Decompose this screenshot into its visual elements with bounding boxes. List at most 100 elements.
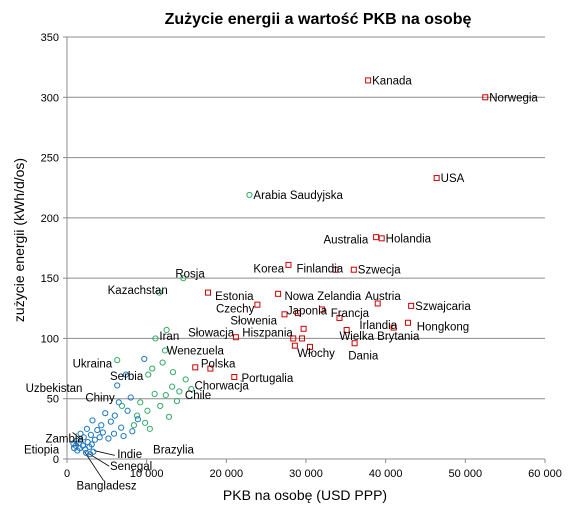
data-point xyxy=(343,326,350,333)
data-point xyxy=(144,407,151,414)
x-axis-title: PKB na osobę (USD PPP) xyxy=(223,487,387,503)
x-tick-label: 60 000 xyxy=(528,468,562,480)
point-label: Norwegia xyxy=(489,92,538,104)
y-axis-title: zużycie energii (kWh/d/os) xyxy=(11,158,27,322)
data-point xyxy=(114,382,121,389)
data-point xyxy=(120,432,127,440)
data-point xyxy=(232,334,239,341)
data-point xyxy=(336,314,343,321)
data-point xyxy=(152,335,159,342)
data-point xyxy=(157,402,164,410)
point-label: Hiszpania xyxy=(242,327,293,339)
data-point xyxy=(169,369,177,376)
data-point xyxy=(373,234,380,241)
point-label: Japonia xyxy=(287,306,328,318)
data-point xyxy=(91,436,98,443)
point-label: Brazylia xyxy=(153,444,195,456)
data-point xyxy=(102,410,109,417)
data-point xyxy=(281,311,288,318)
data-point xyxy=(83,449,90,457)
data-point xyxy=(134,416,142,423)
data-point xyxy=(365,77,372,84)
data-point xyxy=(82,446,89,453)
y-tick-label: 150 xyxy=(41,273,59,285)
leader-line xyxy=(84,451,104,481)
data-point xyxy=(146,425,153,432)
data-point xyxy=(180,275,187,282)
data-point xyxy=(182,376,189,383)
data-point xyxy=(98,422,105,429)
data-point xyxy=(404,319,411,326)
point-label: Austria xyxy=(365,291,401,303)
x-tick-label: 0 xyxy=(64,468,70,480)
data-point xyxy=(205,289,212,296)
data-point xyxy=(433,175,440,182)
point-label: Francja xyxy=(331,308,370,320)
data-point xyxy=(275,290,282,297)
data-point xyxy=(246,191,253,199)
point-label: Słowenia xyxy=(230,315,277,327)
x-tick-label: 10 000 xyxy=(130,468,164,480)
point-label: Uzbekistan xyxy=(26,383,83,395)
data-point xyxy=(124,407,131,414)
point-label: Hongkong xyxy=(417,321,469,333)
data-point xyxy=(137,399,144,406)
gridlines xyxy=(67,36,545,400)
data-point xyxy=(306,343,313,350)
data-point xyxy=(145,371,152,378)
data-point xyxy=(161,347,169,354)
data-point xyxy=(77,430,84,437)
axes xyxy=(63,36,546,463)
data-point xyxy=(89,417,96,424)
data-point xyxy=(173,398,181,405)
data-point xyxy=(350,266,357,273)
point-label: Etiopia xyxy=(24,444,60,456)
data-point xyxy=(482,94,489,101)
point-label: Korea xyxy=(253,263,284,275)
y-tick-label: 0 xyxy=(53,454,59,466)
point-label: Nowa Zelandia xyxy=(284,291,361,303)
point-label: Wielka Brytania xyxy=(339,331,419,343)
data-point xyxy=(87,451,94,458)
y-tick-label: 50 xyxy=(47,394,59,406)
data-point xyxy=(149,365,156,372)
data-point xyxy=(96,434,103,441)
data-point xyxy=(291,342,298,349)
data-point xyxy=(114,357,121,364)
data-point xyxy=(300,325,307,332)
point-label: Kanada xyxy=(372,75,412,87)
data-point xyxy=(192,364,199,371)
point-label: Chorwacja xyxy=(194,380,249,392)
point-label: Holandia xyxy=(386,233,432,245)
data-point xyxy=(378,235,385,242)
data-point xyxy=(151,390,158,397)
data-point xyxy=(159,359,166,366)
data-point xyxy=(156,289,163,296)
data-point xyxy=(295,310,302,317)
data-point xyxy=(111,412,118,419)
data-point xyxy=(207,365,214,372)
x-tick-label: 40 000 xyxy=(369,468,403,480)
leader-lines xyxy=(70,432,115,481)
data-point xyxy=(163,326,170,334)
data-point xyxy=(74,447,81,454)
point-label: Chiny xyxy=(85,393,115,405)
point-label: Senegal xyxy=(110,461,152,473)
x-tick-label: 50 000 xyxy=(449,468,483,480)
data-point xyxy=(129,428,136,435)
point-label: Estonia xyxy=(215,291,254,303)
leader-line xyxy=(87,452,110,467)
data-point xyxy=(130,422,138,429)
point-label: Słowacja xyxy=(188,327,235,339)
point-label: Dania xyxy=(348,350,379,362)
point-label: Chile xyxy=(185,390,211,402)
point-label: Polska xyxy=(201,359,236,371)
point-label: Rosja xyxy=(175,268,205,280)
x-tick-labels: 0 10 000 20 000 30 000 40 000 50 000 60 000 xyxy=(64,468,562,480)
data-point xyxy=(105,435,112,442)
data-point xyxy=(115,399,122,406)
data-point xyxy=(141,419,149,426)
data-point xyxy=(122,371,130,378)
point-label: Australia xyxy=(324,235,369,247)
